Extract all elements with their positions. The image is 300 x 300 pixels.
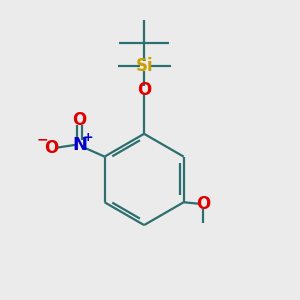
Text: N: N (72, 136, 87, 154)
Text: −: − (36, 133, 48, 147)
Text: O: O (137, 81, 151, 99)
Text: +: + (83, 131, 94, 144)
Text: Si: Si (135, 57, 153, 75)
Text: O: O (72, 111, 87, 129)
Text: O: O (44, 139, 59, 157)
Text: O: O (196, 195, 210, 213)
